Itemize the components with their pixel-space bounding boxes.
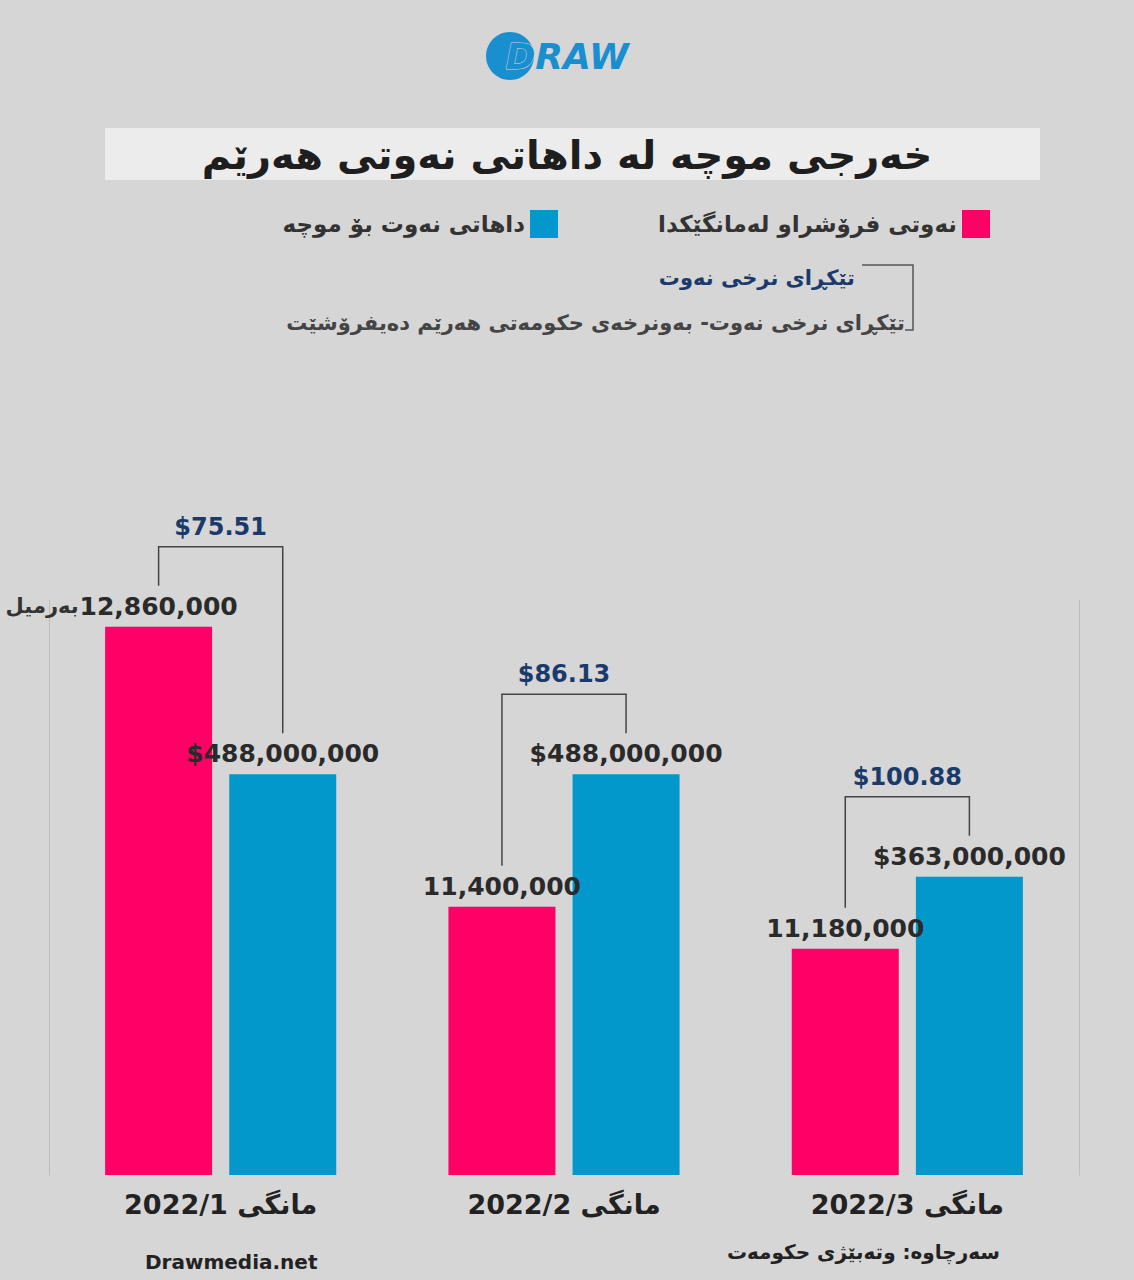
svg-text:$488,000,000: $488,000,000	[186, 739, 379, 768]
svg-text:مانگی 2022/3: مانگی 2022/3	[811, 1189, 1004, 1220]
svg-text:$100.88: $100.88	[853, 763, 962, 791]
svg-text:سەرچاوە: وتەبێژی حکومەت: سەرچاوە: وتەبێژی حکومەت	[727, 1240, 1000, 1265]
svg-text:بەرمیل: بەرمیل	[6, 594, 79, 618]
svg-text:11,180,000: 11,180,000	[766, 914, 924, 943]
svg-text:$488,000,000: $488,000,000	[530, 739, 723, 768]
svg-text:داهاتی نەوت بۆ موچە: داهاتی نەوت بۆ موچە	[283, 211, 526, 238]
svg-text:خەرجی موچە لە داهاتی نەوتی هەر: خەرجی موچە لە داهاتی نەوتی هەرێم	[202, 132, 933, 179]
svg-text:تێکڕای نرخی نەوت- بەونرخەی حکو: تێکڕای نرخی نەوت- بەونرخەی حکومەتی هەرێم…	[286, 311, 905, 335]
svg-text:تێکڕای نرخی نەوت: تێکڕای نرخی نەوت	[659, 266, 855, 290]
svg-text:12,860,000: 12,860,000	[80, 592, 238, 621]
svg-text:مانگی 2022/1: مانگی 2022/1	[124, 1189, 317, 1220]
svg-text:نەوتی فرۆشراو لەمانگێکدا: نەوتی فرۆشراو لەمانگێکدا	[658, 211, 957, 238]
svg-text:$75.51: $75.51	[174, 513, 267, 541]
svg-text:مانگی 2022/2: مانگی 2022/2	[467, 1189, 660, 1220]
svg-text:Drawmedia.net: Drawmedia.net	[145, 1250, 318, 1274]
svg-text:DRAW: DRAW	[505, 36, 630, 77]
svg-text:$86.13: $86.13	[518, 660, 611, 688]
svg-text:$363,000,000: $363,000,000	[873, 842, 1066, 871]
svg-text:11,400,000: 11,400,000	[423, 872, 581, 901]
